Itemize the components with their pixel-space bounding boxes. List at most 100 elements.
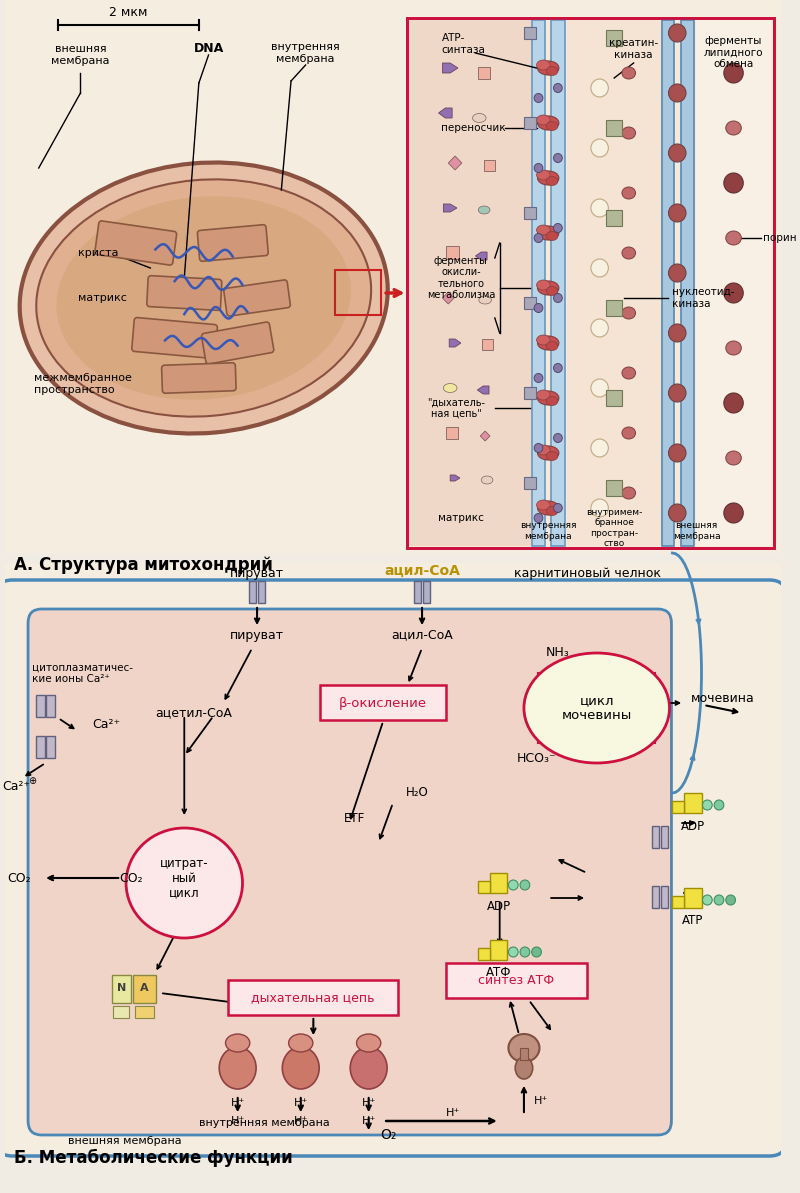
Text: внешняя мембрана: внешняя мембрана	[68, 1136, 182, 1146]
Ellipse shape	[724, 283, 743, 303]
Bar	[606, 480, 622, 496]
Text: мочевина: мочевина	[691, 692, 754, 705]
Text: нуклеотид-
киназа: нуклеотид- киназа	[673, 288, 735, 309]
Ellipse shape	[669, 144, 686, 162]
Polygon shape	[442, 292, 454, 304]
Polygon shape	[450, 475, 460, 481]
Text: цикл
мочевины: цикл мочевины	[562, 694, 632, 722]
Ellipse shape	[669, 384, 686, 402]
Ellipse shape	[482, 476, 493, 484]
Bar	[681, 20, 694, 546]
Ellipse shape	[524, 653, 670, 764]
Bar	[46, 736, 55, 758]
Text: внутренняя
мембрана: внутренняя мембрана	[271, 42, 340, 63]
Bar	[673, 801, 684, 812]
Text: матрикс: матрикс	[78, 293, 126, 303]
Ellipse shape	[714, 801, 724, 810]
Ellipse shape	[622, 307, 635, 319]
Text: цитоплазматичес-
кие ионы Ca²⁺: цитоплазматичес- кие ионы Ca²⁺	[32, 662, 133, 684]
Ellipse shape	[126, 828, 242, 938]
Ellipse shape	[520, 947, 530, 957]
Text: H⁺: H⁺	[362, 1098, 376, 1108]
Bar	[478, 67, 490, 79]
Ellipse shape	[726, 231, 742, 245]
Ellipse shape	[622, 187, 635, 199]
Ellipse shape	[20, 162, 388, 433]
Polygon shape	[450, 339, 461, 347]
Ellipse shape	[714, 895, 724, 905]
Ellipse shape	[520, 880, 530, 890]
Ellipse shape	[554, 503, 562, 513]
Ellipse shape	[724, 392, 743, 413]
Bar	[228, 979, 398, 1015]
Ellipse shape	[591, 140, 608, 157]
Polygon shape	[442, 63, 458, 73]
Ellipse shape	[591, 199, 608, 217]
Text: "дыхатель-
ная цепь": "дыхатель- ная цепь"	[427, 397, 485, 419]
Ellipse shape	[546, 451, 558, 460]
Ellipse shape	[219, 1047, 256, 1089]
Text: H⁺: H⁺	[294, 1098, 308, 1108]
Text: β-окисление: β-окисление	[339, 697, 427, 710]
Ellipse shape	[509, 880, 518, 890]
Bar	[5, 563, 781, 1152]
Text: синтез АТФ: синтез АТФ	[478, 975, 554, 988]
Ellipse shape	[538, 171, 559, 185]
Ellipse shape	[537, 225, 550, 235]
Polygon shape	[443, 204, 457, 212]
Bar	[566, 20, 662, 546]
Ellipse shape	[537, 169, 550, 180]
Ellipse shape	[724, 63, 743, 84]
Ellipse shape	[669, 84, 686, 101]
Text: H⁺: H⁺	[294, 1115, 308, 1126]
Text: O₂: O₂	[380, 1129, 396, 1142]
Ellipse shape	[534, 303, 543, 313]
Text: ATP: ATP	[682, 915, 703, 927]
Ellipse shape	[478, 206, 490, 214]
Ellipse shape	[669, 24, 686, 42]
Text: АТР-
синтаза: АТР- синтаза	[442, 33, 486, 55]
Ellipse shape	[537, 445, 550, 455]
Text: цитрат-
ный
цикл: цитрат- ный цикл	[160, 857, 209, 900]
Ellipse shape	[538, 116, 559, 130]
Text: H⁺: H⁺	[534, 1096, 548, 1106]
FancyBboxPatch shape	[95, 221, 177, 265]
Ellipse shape	[282, 1047, 319, 1089]
Ellipse shape	[724, 173, 743, 193]
Bar	[696, 20, 772, 546]
FancyBboxPatch shape	[147, 276, 222, 310]
Bar	[134, 1006, 154, 1018]
Text: Ca²⁺: Ca²⁺	[2, 779, 30, 792]
Bar	[250, 581, 256, 602]
Ellipse shape	[473, 113, 486, 123]
Text: H₂O: H₂O	[406, 786, 429, 799]
Bar	[524, 208, 535, 220]
Ellipse shape	[591, 259, 608, 277]
Bar	[46, 696, 55, 717]
Ellipse shape	[554, 433, 562, 443]
Ellipse shape	[350, 1047, 387, 1089]
Ellipse shape	[538, 501, 559, 515]
Ellipse shape	[554, 223, 562, 233]
Bar	[606, 30, 622, 47]
Bar	[606, 120, 622, 136]
Ellipse shape	[622, 126, 635, 140]
Text: пируват: пируват	[230, 567, 284, 580]
Ellipse shape	[591, 319, 608, 336]
Bar	[258, 581, 265, 602]
Text: CO₂: CO₂	[7, 872, 31, 884]
Ellipse shape	[532, 947, 542, 957]
Ellipse shape	[546, 122, 558, 130]
Ellipse shape	[546, 286, 558, 296]
Ellipse shape	[538, 336, 559, 350]
Polygon shape	[478, 387, 489, 394]
Bar	[524, 297, 535, 309]
Ellipse shape	[702, 895, 712, 905]
Ellipse shape	[537, 60, 550, 70]
Bar	[538, 673, 655, 743]
Ellipse shape	[726, 341, 742, 356]
Text: H⁺: H⁺	[362, 1115, 376, 1126]
Ellipse shape	[554, 293, 562, 303]
Ellipse shape	[669, 444, 686, 462]
Bar	[490, 940, 507, 960]
